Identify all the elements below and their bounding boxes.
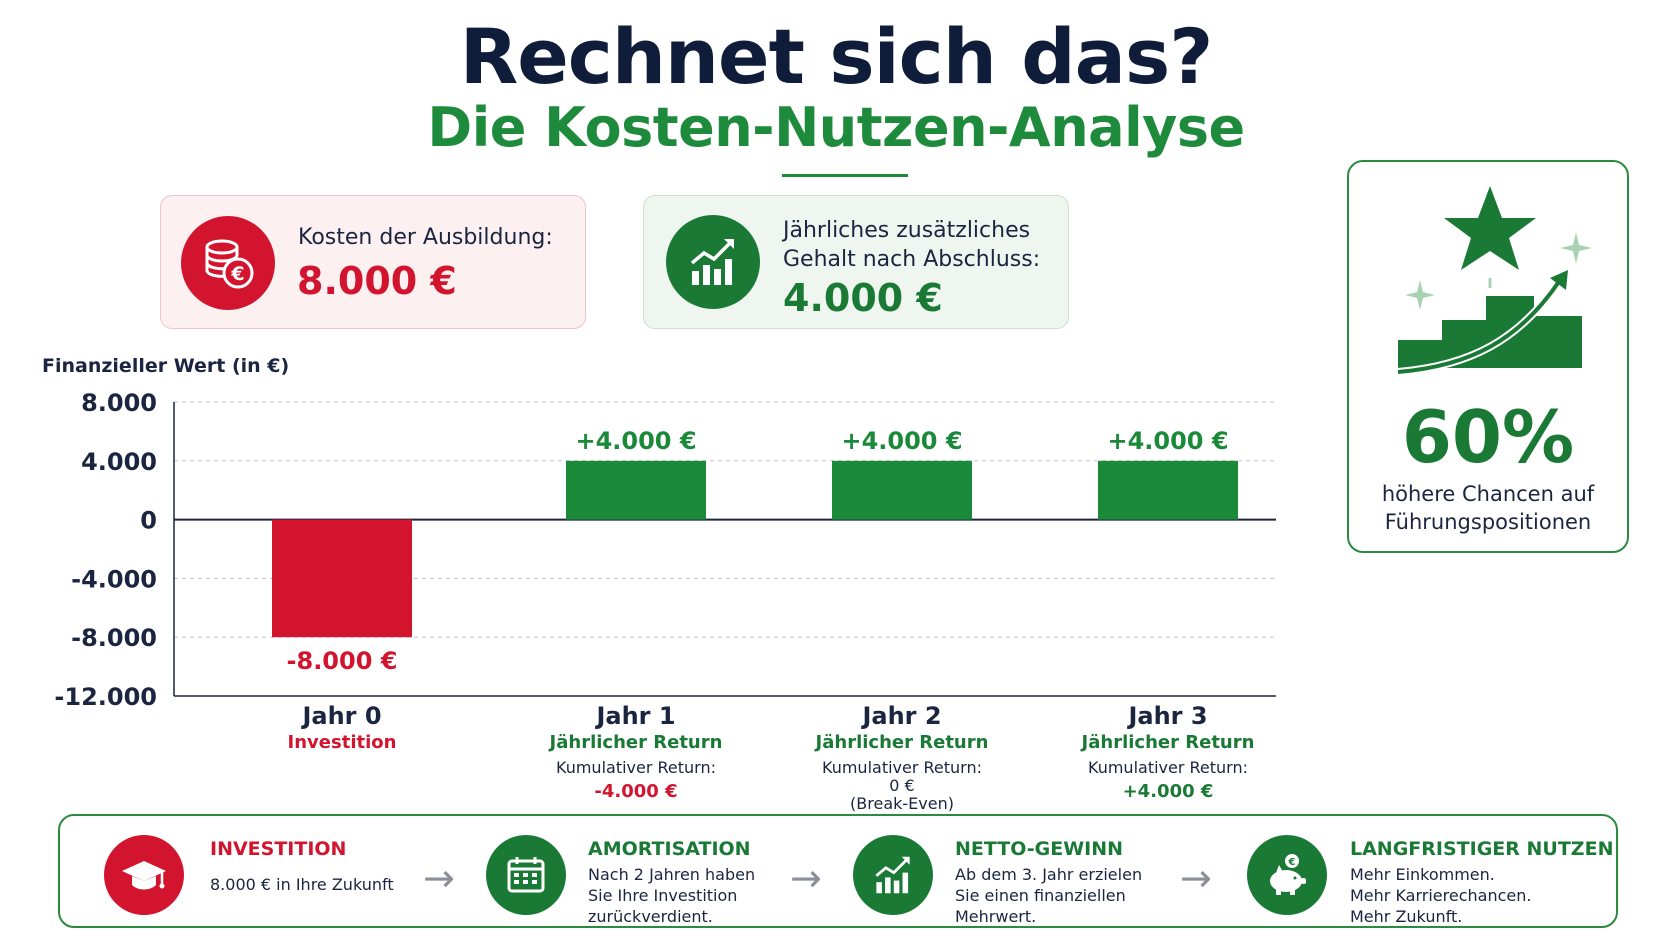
cumulative-value: 0 € <box>889 776 915 795</box>
cost-value: 8.000 € <box>297 259 457 303</box>
bar-value-label: -8.000 € <box>287 647 398 675</box>
x-tick-label: Jahr 3 <box>1128 702 1208 730</box>
leadership-text: höhere Chancen auf Führungspositionen <box>1381 482 1595 534</box>
calendar-icon <box>486 835 566 915</box>
y-tick-label: 0 <box>140 507 157 535</box>
cumulative-note: (Break-Even) <box>850 794 954 813</box>
y-tick-label: 8.000 <box>81 389 157 417</box>
svg-text:€: € <box>1288 857 1296 868</box>
summary-steps-bar: INVESTITION 8.000 € in Ihre Zukunft → AM… <box>58 814 1618 928</box>
category-label-group: Jahr 1 Jährlicher Return Kumulativer Retur… <box>506 702 766 802</box>
step-text: 8.000 € in Ihre Zukunft <box>210 875 394 894</box>
step-text: Mehr Einkommen. Mehr Karrierechancen. Me… <box>1350 865 1532 926</box>
step-text: Ab dem 3. Jahr erzielen Sie einen finanz… <box>955 865 1143 926</box>
category-subtitle: Jährlicher Return <box>1081 732 1255 753</box>
growth-chart-icon <box>666 215 760 309</box>
category-label-group: Jahr 2 Jährlicher Return Kumulativer Retur… <box>772 702 1032 813</box>
step-title: AMORTISATION <box>588 838 751 860</box>
bar-value-label: +4.000 € <box>841 427 962 455</box>
category-label-group: Jahr 0 Investition <box>212 702 472 753</box>
bar <box>832 460 972 520</box>
category-subtitle: Jährlicher Return <box>549 732 723 753</box>
leadership-percent: 60% <box>1401 395 1575 479</box>
cumulative-label: Kumulativer Return: <box>822 758 982 777</box>
step-title: INVESTITION <box>210 838 347 860</box>
y-tick-label: -12.000 <box>54 683 157 711</box>
arrow-right-icon: → <box>423 856 455 900</box>
cumulative-label: Kumulativer Return: <box>556 758 716 777</box>
page-subtitle: Die Kosten-Nutzen-Analyse <box>427 96 1245 159</box>
graduation-cap-icon <box>104 835 184 915</box>
x-tick-label: Jahr 2 <box>862 702 942 730</box>
category-subtitle: Jährlicher Return <box>815 732 989 753</box>
bar-value-label: +4.000 € <box>1107 427 1228 455</box>
cumulative-value: +4.000 € <box>1122 781 1214 802</box>
salary-gain-card: Jährliches zusätzliches Gehalt nach Absc… <box>643 195 1069 329</box>
euro-coins-icon: € <box>181 216 275 310</box>
category-label-group: Jahr 3 Jährlicher Return Kumulativer Retur… <box>1038 702 1298 802</box>
piggy-bank-icon: € <box>1247 835 1327 915</box>
star-stairs-icon <box>1397 186 1590 376</box>
bar-value-label: +4.000 € <box>575 427 696 455</box>
x-tick-label: Jahr 0 <box>302 702 382 730</box>
page-title: Rechnet sich das? <box>459 12 1214 101</box>
svg-text:€: € <box>230 263 244 285</box>
bar <box>566 460 706 520</box>
category-subtitle: Investition <box>287 732 397 753</box>
salary-gain-label: Jährliches zusätzliches Gehalt nach Absc… <box>783 218 1041 272</box>
arrow-right-icon: → <box>790 856 822 900</box>
cost-card: € Kosten der Ausbildung: 8.000 € <box>160 195 586 329</box>
arrow-right-icon: → <box>1180 856 1212 900</box>
salary-gain-value: 4.000 € <box>783 276 943 320</box>
bar <box>1098 460 1238 520</box>
step-title: LANGFRISTIGER NUTZEN <box>1350 838 1614 860</box>
bar <box>272 519 412 638</box>
cumulative-label: Kumulativer Return: <box>1088 758 1248 777</box>
y-tick-label: -8.000 <box>71 624 157 652</box>
growth-chart-icon <box>853 835 933 915</box>
x-tick-label: Jahr 1 <box>596 702 676 730</box>
step-text: Nach 2 Jahren haben Sie Ihre Investition… <box>588 865 756 926</box>
cost-label: Kosten der Ausbildung: <box>298 225 553 250</box>
title-divider <box>782 174 908 177</box>
y-axis-label: Finanzieller Wert (in €) <box>42 355 289 377</box>
cumulative-value: -4.000 € <box>594 781 678 802</box>
y-tick-label: 4.000 <box>81 448 157 476</box>
leadership-card: 60% höhere Chancen auf Führungspositione… <box>1347 160 1629 553</box>
y-tick-label: -4.000 <box>71 565 157 593</box>
step-title: NETTO-GEWINN <box>955 838 1124 860</box>
